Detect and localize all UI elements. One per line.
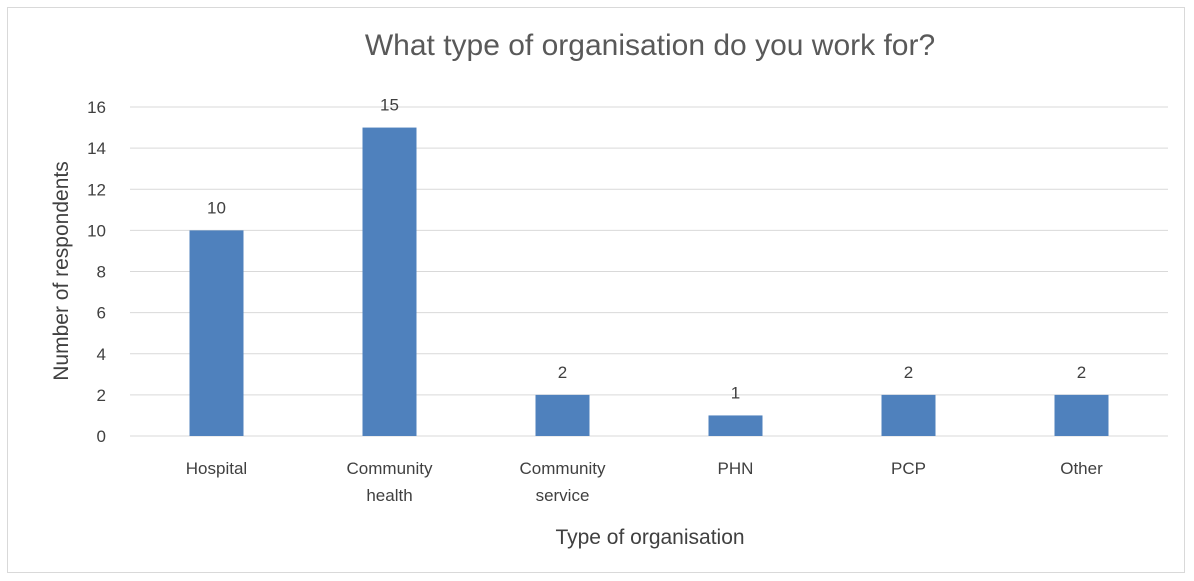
data-label: 2 (904, 363, 913, 382)
bar (1054, 394, 1109, 436)
bar (881, 394, 936, 436)
data-label: 2 (558, 363, 567, 382)
y-tick-label: 0 (97, 427, 106, 446)
gridlines (130, 106, 1168, 437)
y-tick-label: 2 (97, 386, 106, 405)
data-labels: 10 15 2 1 2 2 (207, 96, 1086, 403)
category-label: Other (1060, 459, 1103, 478)
category-label: health (366, 486, 412, 505)
data-label: 15 (380, 96, 399, 115)
category-label: PHN (718, 459, 754, 478)
y-tick-label: 6 (97, 304, 106, 323)
category-label: Hospital (186, 459, 247, 478)
y-tick-label: 10 (87, 221, 106, 240)
y-tick-labels: 0 2 4 6 8 10 12 14 16 (87, 98, 106, 446)
category-labels: Hospital Community health Community service P… (186, 459, 1103, 505)
bar (189, 230, 244, 436)
data-label: 2 (1077, 363, 1086, 382)
data-label: 1 (731, 383, 740, 402)
y-tick-label: 4 (97, 345, 106, 364)
bar (362, 127, 417, 436)
bar (708, 415, 763, 436)
x-axis-title: Type of organisation (555, 526, 744, 549)
bar (535, 394, 590, 436)
category-label: service (536, 486, 590, 505)
y-tick-label: 14 (87, 139, 106, 158)
category-label: Community (347, 459, 433, 478)
y-tick-label: 16 (87, 98, 106, 117)
chart-title: What type of organisation do you work fo… (365, 29, 935, 62)
y-tick-label: 8 (97, 263, 106, 282)
category-label: PCP (891, 459, 926, 478)
bars (189, 127, 1109, 436)
data-label: 10 (207, 198, 226, 217)
category-label: Community (520, 459, 606, 478)
y-tick-label: 12 (87, 180, 106, 199)
y-axis-title: Number of respondents (50, 161, 73, 380)
